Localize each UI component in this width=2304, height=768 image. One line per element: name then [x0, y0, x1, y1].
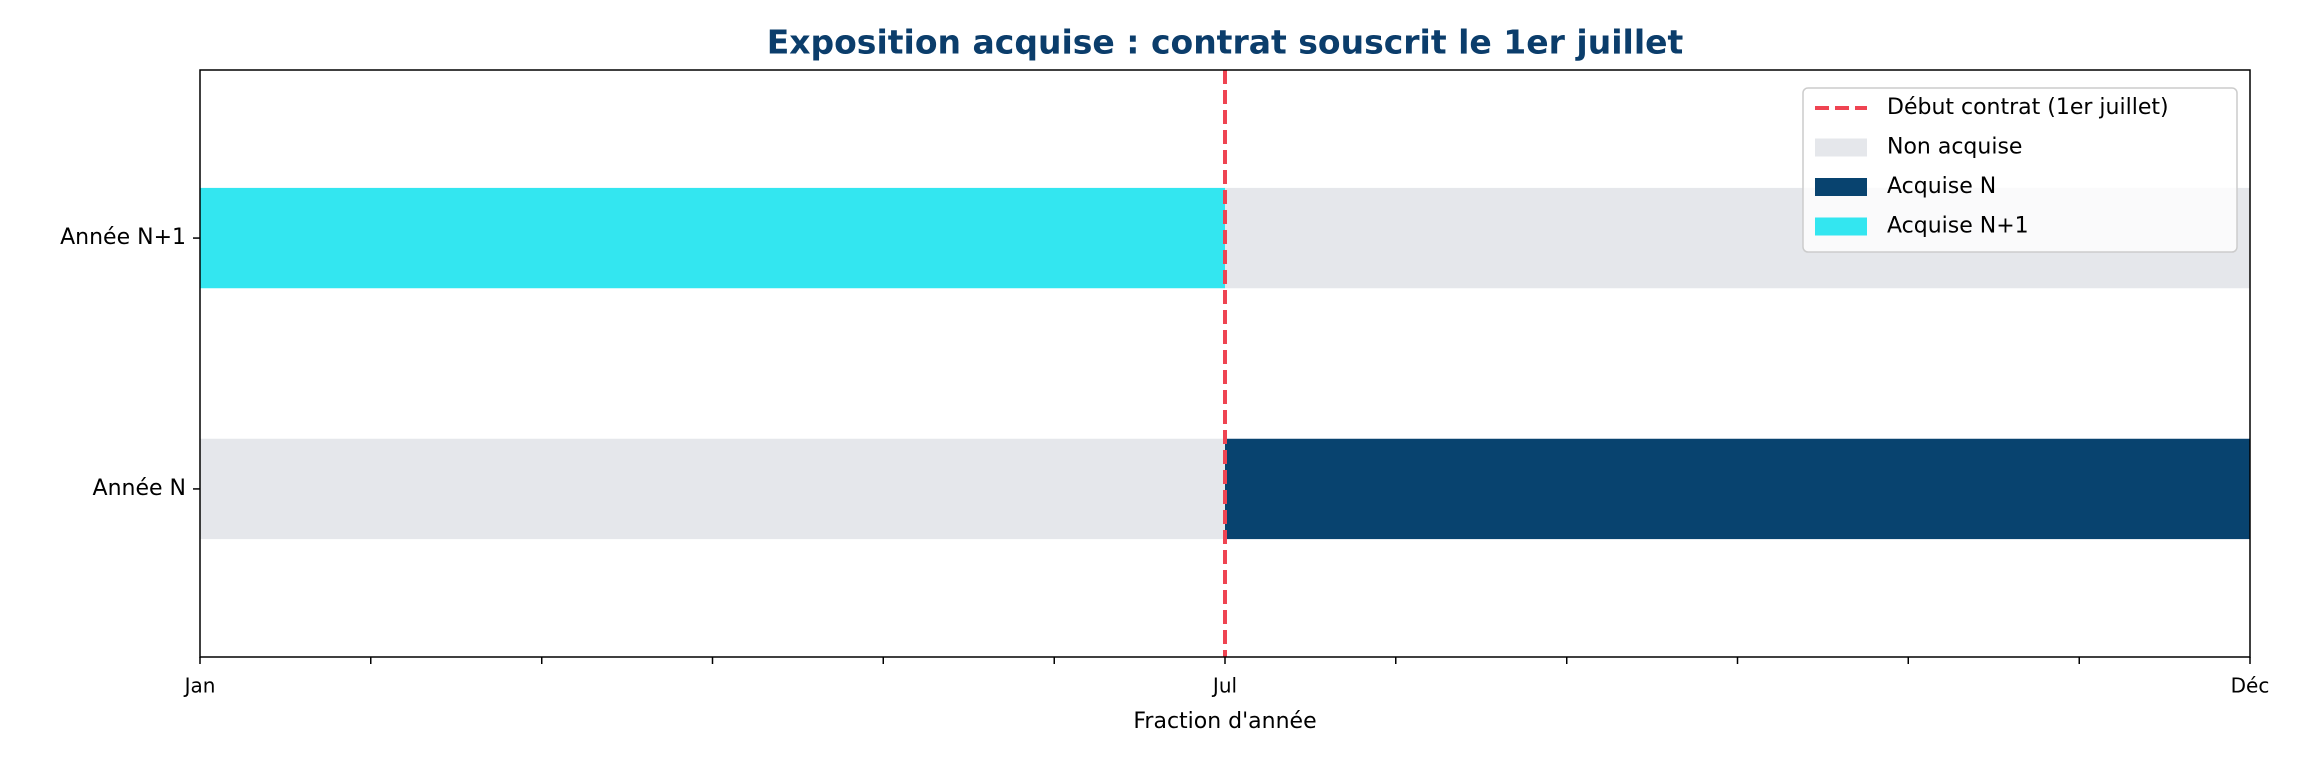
x-axis-label: Fraction d'année	[1133, 709, 1316, 734]
legend-label: Acquise N+1	[1887, 214, 2029, 239]
legend-swatch	[1815, 138, 1867, 157]
x-tick-label: Jul	[1211, 674, 1237, 698]
chart-title: Exposition acquise : contrat souscrit le…	[767, 23, 1684, 62]
bar-segment	[200, 438, 1225, 540]
bar-segment	[200, 187, 1225, 289]
x-tick-label: Déc	[2231, 674, 2270, 698]
x-tick-label: Jan	[183, 674, 216, 698]
legend-label: Non acquise	[1887, 135, 2022, 160]
y-tick-label: Année N	[93, 476, 186, 501]
y-tick-label: Année N+1	[60, 225, 186, 250]
legend-label: Début contrat (1er juillet)	[1887, 95, 2169, 120]
bar-segment	[1225, 438, 2250, 540]
legend-frame	[1802, 87, 2238, 253]
legend-swatch	[1815, 178, 1867, 196]
legend-swatch	[1815, 217, 1867, 236]
legend-label: Acquise N	[1887, 174, 1996, 199]
legend: Début contrat (1er juillet) Non acquise Ac…	[1802, 87, 2238, 253]
